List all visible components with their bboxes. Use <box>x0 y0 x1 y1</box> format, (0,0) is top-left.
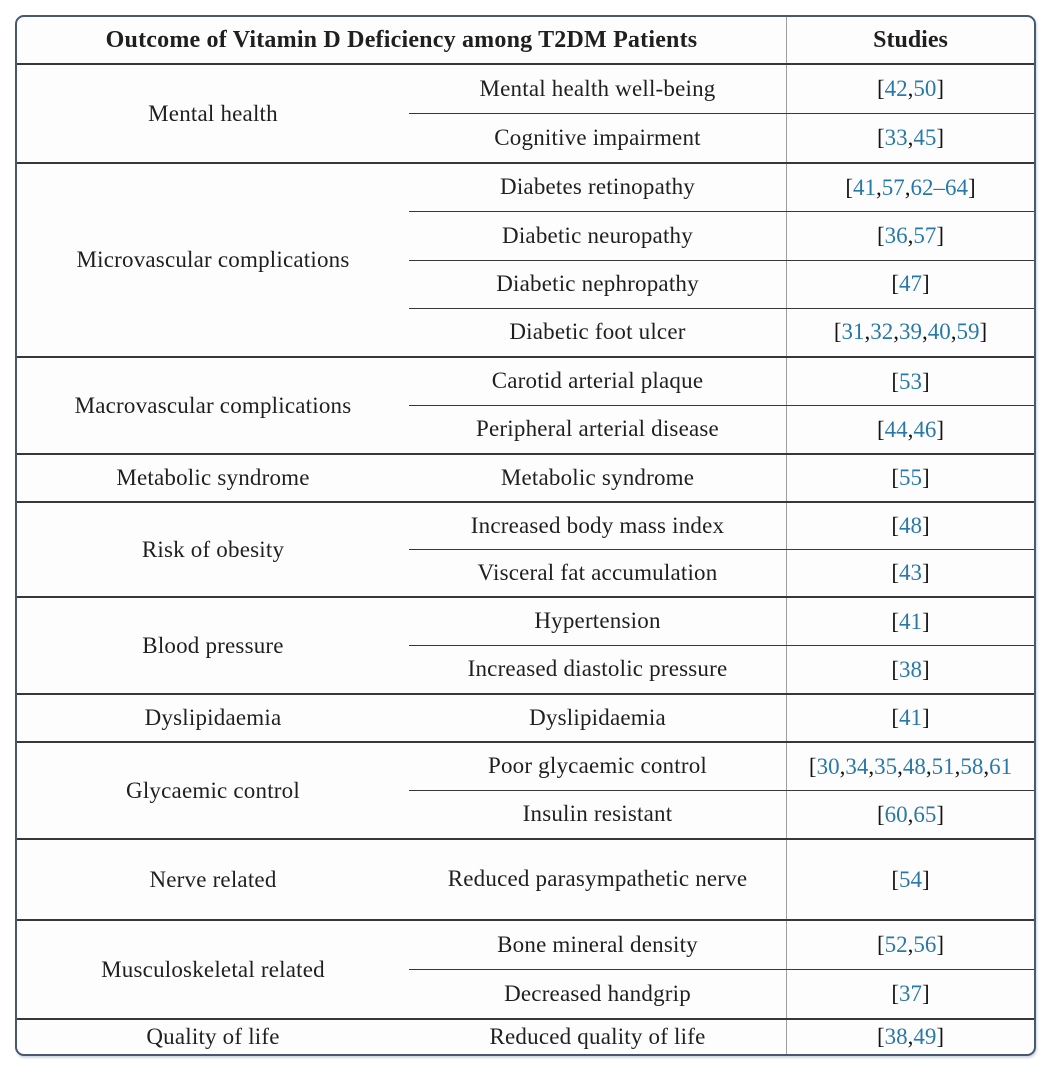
studies-citation[interactable]: [41, 57, 62–64] <box>786 164 1034 212</box>
table-row: Mental health well-being [42, 50] <box>409 65 1034 113</box>
studies-citation[interactable]: [60, 65] <box>786 791 1034 838</box>
outcome-cell: Peripheral arterial disease <box>476 416 719 442</box>
table-row: Increased body mass index [48] <box>409 503 1034 549</box>
group-risk-of-obesity: Risk of obesity Increased body mass inde… <box>17 501 1034 596</box>
table-row: Diabetic foot ulcer [31, 32, 39, 40, 59] <box>409 307 1034 356</box>
outcome-cell: Cognitive impairment <box>494 124 701 150</box>
category-cell: Risk of obesity <box>141 536 285 562</box>
studies-citation[interactable]: [47] <box>786 260 1034 308</box>
outcome-cell: Diabetic nephropathy <box>496 270 699 296</box>
table-row: Reduced quality of life [38, 49] <box>409 1020 1034 1054</box>
group-musculoskeletal: Musculoskeletal related Bone mineral den… <box>17 919 1034 1018</box>
group-glycaemic-control: Glycaemic control Poor glycaemic control… <box>17 741 1034 838</box>
studies-citation[interactable]: [44, 46] <box>786 406 1034 453</box>
group-blood-pressure: Blood pressure Hypertension [41] Increas… <box>17 596 1034 693</box>
group-metabolic-syndrome: Metabolic syndrome Metabolic syndrome [5… <box>17 453 1034 501</box>
table-row: Bone mineral density [52, 56] <box>409 921 1034 969</box>
group-quality-of-life: Quality of life Reduced quality of life … <box>17 1018 1034 1054</box>
header-studies-title: Studies <box>786 17 1034 63</box>
table-row: Poor glycaemic control [30, 34, 35, 48, 51, 5… <box>409 743 1034 790</box>
studies-citation[interactable]: [52, 56] <box>786 921 1034 969</box>
category-cell: Quality of life <box>146 1024 280 1049</box>
table-row: Visceral fat accumulation [43] <box>409 549 1034 596</box>
category-cell: Musculoskeletal related <box>101 956 325 982</box>
group-macrovascular: Macrovascular complications Carotid arte… <box>17 356 1034 453</box>
outcome-cell: Reduced parasympathetic nerve <box>447 866 748 892</box>
studies-citation[interactable]: [54] <box>786 840 1034 919</box>
category-cell: Mental health <box>148 100 278 126</box>
studies-citation[interactable]: [38, 49] <box>786 1020 1034 1054</box>
studies-citation[interactable]: [30, 34, 35, 48, 51, 58, 61 <box>786 743 1034 790</box>
group-dyslipidaemia: Dyslipidaemia Dyslipidaemia [41] <box>17 693 1034 741</box>
group-nerve-related: Nerve related Reduced parasympathetic ne… <box>17 838 1034 919</box>
category-cell: Microvascular complications <box>76 247 350 272</box>
table-header-row: Outcome of Vitamin D Deficiency among T2… <box>17 17 1034 65</box>
table-row: Metabolic syndrome [55] <box>409 455 1034 501</box>
studies-citation[interactable]: [36, 57] <box>786 212 1034 260</box>
category-cell: Blood pressure <box>142 632 284 658</box>
studies-citation[interactable]: [31, 32, 39, 40, 59] <box>786 308 1034 356</box>
category-cell: Nerve related <box>149 866 277 892</box>
outcome-cell: Insulin resistant <box>522 801 673 827</box>
table-row: Peripheral arterial disease [44, 46] <box>409 405 1034 453</box>
group-microvascular: Microvascular complications Diabetes ret… <box>17 162 1034 356</box>
category-cell: Dyslipidaemia <box>144 705 282 730</box>
outcome-cell: Metabolic syndrome <box>500 464 695 490</box>
outcome-cell: Reduced quality of life <box>489 1023 706 1049</box>
outcome-cell: Carotid arterial plaque <box>491 368 704 394</box>
table-row: Reduced parasympathetic nerve [54] <box>409 840 1034 919</box>
outcome-cell: Increased diastolic pressure <box>467 656 728 682</box>
table-row: Decreased handgrip [37] <box>409 969 1034 1018</box>
outcome-cell: Visceral fat accumulation <box>477 559 718 585</box>
outcomes-table: Outcome of Vitamin D Deficiency among T2… <box>15 15 1036 1056</box>
outcome-cell: Hypertension <box>534 608 661 634</box>
studies-citation[interactable]: [55] <box>786 455 1034 501</box>
studies-citation[interactable]: [37] <box>786 970 1034 1018</box>
studies-citation[interactable]: [33, 45] <box>786 114 1034 162</box>
outcome-cell: Diabetic foot ulcer <box>509 319 686 344</box>
table-row: Diabetic nephropathy [47] <box>409 259 1034 308</box>
studies-citation[interactable]: [41] <box>786 695 1034 741</box>
category-cell: Glycaemic control <box>126 777 300 803</box>
outcome-cell: Mental health well-being <box>479 75 716 101</box>
studies-citation[interactable]: [42, 50] <box>786 65 1034 113</box>
category-cell: Macrovascular complications <box>74 392 352 418</box>
studies-citation[interactable]: [43] <box>786 550 1034 596</box>
table-row: Diabetic neuropathy [36, 57] <box>409 211 1034 260</box>
studies-citation[interactable]: [53] <box>786 358 1034 405</box>
outcome-cell: Increased body mass index <box>470 512 725 538</box>
table-row: Dyslipidaemia [41] <box>409 695 1034 741</box>
table-row: Carotid arterial plaque [53] <box>409 358 1034 405</box>
studies-citation[interactable]: [41] <box>786 598 1034 645</box>
studies-citation[interactable]: [48] <box>786 503 1034 549</box>
category-cell: Metabolic syndrome <box>116 465 310 490</box>
outcome-cell: Decreased handgrip <box>504 980 691 1006</box>
studies-citation[interactable]: [38] <box>786 646 1034 693</box>
table-row: Diabetes retinopathy [41, 57, 62–64] <box>409 164 1034 212</box>
outcome-cell: Poor glycaemic control <box>487 753 707 779</box>
header-outcome-title: Outcome of Vitamin D Deficiency among T2… <box>105 26 698 53</box>
table-row: Increased diastolic pressure [38] <box>409 645 1034 693</box>
table-row: Hypertension [41] <box>409 598 1034 645</box>
table-row: Cognitive impairment [33, 45] <box>409 113 1034 162</box>
group-mental-health: Mental health Mental health well-being [… <box>17 65 1034 162</box>
outcome-cell: Diabetic neuropathy <box>502 222 693 248</box>
table-row: Insulin resistant [60, 65] <box>409 790 1034 838</box>
outcome-cell: Bone mineral density <box>497 931 698 957</box>
outcome-cell: Dyslipidaemia <box>529 704 666 730</box>
outcome-cell: Diabetes retinopathy <box>500 174 695 200</box>
